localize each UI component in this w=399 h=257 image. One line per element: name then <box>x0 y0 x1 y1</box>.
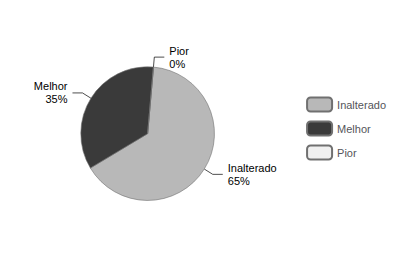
svg-text:Melhor: Melhor <box>337 123 371 135</box>
svg-text:Melhor: Melhor <box>34 80 68 92</box>
svg-text:65%: 65% <box>228 175 250 187</box>
svg-text:Inalterado: Inalterado <box>228 162 277 174</box>
svg-text:Inalterado: Inalterado <box>337 99 386 111</box>
svg-text:Pior: Pior <box>337 147 357 159</box>
svg-text:0%: 0% <box>169 58 185 70</box>
svg-text:35%: 35% <box>45 93 67 105</box>
svg-text:Pior: Pior <box>169 45 189 57</box>
